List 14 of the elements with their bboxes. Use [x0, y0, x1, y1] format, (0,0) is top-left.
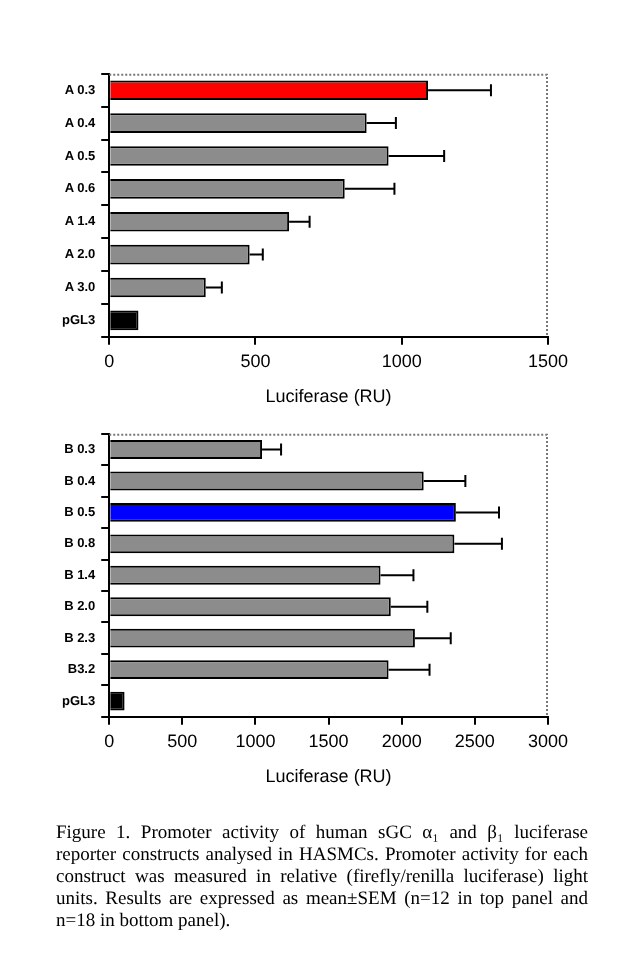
- x-tick-label: 1500: [527, 350, 569, 371]
- caption: Figure 1. Promoter activity of human sGC α₁ and β₁ luciferase reporter constructs analysed in HASMCs. Promoter activity for each construct was measured in relative (firefly/renilla luciferase) light units. Results are expressed as mean±SEM (n=12 in top panel and n=18 in bottom panel).: [56, 824, 588, 934]
- x-tick-label: 0: [104, 730, 115, 751]
- x-tick-label: 0: [104, 350, 115, 371]
- x-axis-title: Luciferase (RU): [265, 766, 392, 787]
- x-tick-label: 2500: [454, 730, 495, 751]
- x-tick-label: 1500: [308, 730, 349, 751]
- x-tick-label: 2000: [381, 730, 422, 751]
- x-axis-title: Luciferase (RU): [265, 386, 392, 407]
- x-tick-label: 1000: [381, 350, 422, 371]
- x-tick-label: 1000: [235, 730, 276, 751]
- x-tick-label: 3000: [527, 730, 569, 751]
- x-tick-label: 500: [167, 730, 198, 751]
- x-tick-label: 500: [240, 350, 271, 371]
